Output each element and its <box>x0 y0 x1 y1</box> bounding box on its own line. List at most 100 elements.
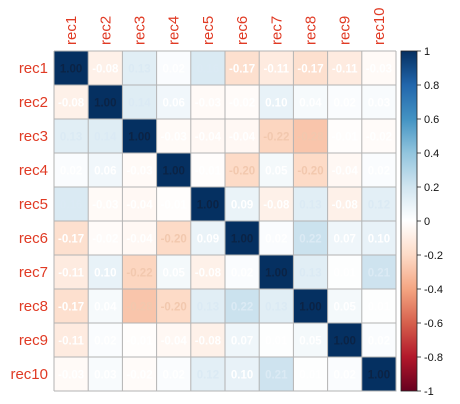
heatmap-cell <box>327 255 363 290</box>
row-labels: rec1 rec2 rec3 rec4 rec5 rec6 rec7 rec8 rec9 rec1… <box>10 60 48 383</box>
heatmap-cell <box>88 357 123 392</box>
heatmap-cell <box>361 51 397 86</box>
grid-layer <box>53 50 397 392</box>
cell-value-label: 1.00 <box>231 234 253 246</box>
cell-value-label: -0.17 <box>297 64 323 76</box>
heatmap-cell <box>327 289 363 324</box>
heatmap-cell <box>225 51 260 86</box>
cell-value-label: -0.01 <box>332 132 359 144</box>
heatmap-cell <box>122 255 157 290</box>
heatmap-cell <box>156 289 192 324</box>
heatmap-cell <box>88 85 123 120</box>
row-label: rec9 <box>19 332 48 349</box>
heatmap-cell <box>361 357 397 392</box>
cell-value-label: -0.03 <box>195 98 221 110</box>
heatmap-cell <box>361 119 397 154</box>
heatmap-cell <box>293 187 328 222</box>
cell-value-label: 0.06 <box>94 166 116 178</box>
cell-value-label: 1.00 <box>163 166 185 178</box>
cell-value-label: 0.13 <box>128 64 150 76</box>
heatmap-cell <box>293 85 328 120</box>
heatmap-cell <box>293 323 328 358</box>
heatmap-cell <box>156 255 192 290</box>
legend-tick-label: -0.2 <box>424 250 443 262</box>
legend-tick-label: -0.8 <box>424 352 443 364</box>
column-label: rec10 <box>371 7 388 45</box>
cell-value-label: -0.04 <box>126 234 153 246</box>
heatmap-cell <box>54 221 89 256</box>
column-label: rec9 <box>337 16 354 45</box>
cell-value-label: -0.08 <box>332 200 359 212</box>
cell-value-label: 0.05 <box>163 268 186 280</box>
cell-value-label: -0.02 <box>229 98 255 110</box>
cell-value-label: 0.02 <box>163 370 185 382</box>
heatmap-cell <box>361 323 397 358</box>
cell-value-label: -0.04 <box>229 132 256 144</box>
column-label: rec8 <box>303 16 320 45</box>
heatmap-cell <box>259 323 294 358</box>
cell-value-label: 0.05 <box>334 302 357 314</box>
heatmap-cell <box>54 187 89 222</box>
cell-value-label: 0.02 <box>231 268 253 280</box>
cell-value-label: -0.17 <box>229 64 255 76</box>
row-label: rec2 <box>19 94 48 111</box>
heatmap-cell <box>259 221 294 256</box>
heatmap-cell <box>293 255 328 290</box>
cell-value-label: -0.08 <box>58 98 85 110</box>
cell-value-label: 0.13 <box>60 132 82 144</box>
heatmap-cell <box>190 289 226 324</box>
cell-value-label: -0.22 <box>263 132 289 144</box>
cell-value-label: -0.04 <box>332 166 359 178</box>
heatmap-cell <box>327 153 363 188</box>
heatmap-cell <box>259 289 294 324</box>
cell-value-label: 0.21 <box>265 370 288 382</box>
heatmap-cell <box>259 51 294 86</box>
heatmap-cell <box>293 357 328 392</box>
cell-value-label: -0.03 <box>92 200 118 212</box>
heatmap-cell <box>190 221 226 256</box>
cell-value-label: -0.17 <box>58 302 84 314</box>
cell-value-label: 0.10 <box>94 268 116 280</box>
cell-value-label: 0.12 <box>197 370 219 382</box>
cell-value-label: -0.02 <box>92 234 118 246</box>
cell-value-label: 0.02 <box>163 64 185 76</box>
cell-value-label: 0.01 <box>368 302 391 314</box>
row-label: rec6 <box>19 230 48 247</box>
column-labels: rec1 rec2 rec3 rec4 rec5 rec6 rec7 rec8 rec9 rec1… <box>63 7 388 45</box>
heatmap-cell <box>122 323 157 358</box>
heatmap-cell <box>156 153 192 188</box>
cell-value-label: 0.01 <box>265 336 288 348</box>
cell-value-label: -0.11 <box>332 64 358 76</box>
cell-value-label: 1.00 <box>94 98 116 110</box>
heatmap-cell <box>122 51 157 86</box>
row-label: rec3 <box>19 128 48 145</box>
heatmap-cell <box>361 187 397 222</box>
cell-value-label: -0.20 <box>161 234 187 246</box>
heatmap-cell <box>88 119 123 154</box>
cell-value-label: -0.11 <box>58 336 84 348</box>
cell-value-label: -0.03 <box>366 64 392 76</box>
cell-value-label: 0.09 <box>197 234 219 246</box>
heatmap-cell <box>122 289 157 324</box>
cell-value-label: 0.10 <box>231 370 253 382</box>
column-label: rec5 <box>200 16 217 45</box>
color-legend: 1 0.8 0.6 0.4 0.2 0 -0.2 -0.4 -0.6 -0.8 -1 <box>400 46 443 398</box>
cell-value-label: 0.07 <box>231 336 253 348</box>
cell-value-label: 1.00 <box>299 302 321 314</box>
column-label: rec4 <box>166 16 183 45</box>
heatmap-cell <box>293 153 328 188</box>
legend-tick-label: 0.6 <box>424 114 439 126</box>
legend-tick-label: -1 <box>424 386 434 398</box>
cell-value-label: -0.28 <box>126 302 153 314</box>
heatmap-cell <box>225 289 260 324</box>
cell-value-label: 0.07 <box>334 234 356 246</box>
row-label: rec5 <box>19 196 48 213</box>
cell-value-label: 0.16 <box>197 64 219 76</box>
column-label: rec2 <box>97 16 114 45</box>
row-label: rec7 <box>19 264 48 281</box>
cell-value-label: -0.08 <box>92 64 119 76</box>
heatmap-cell <box>293 221 328 256</box>
heatmap-cell <box>54 289 89 324</box>
heatmap-cell <box>54 153 89 188</box>
column-label: rec1 <box>63 16 80 45</box>
